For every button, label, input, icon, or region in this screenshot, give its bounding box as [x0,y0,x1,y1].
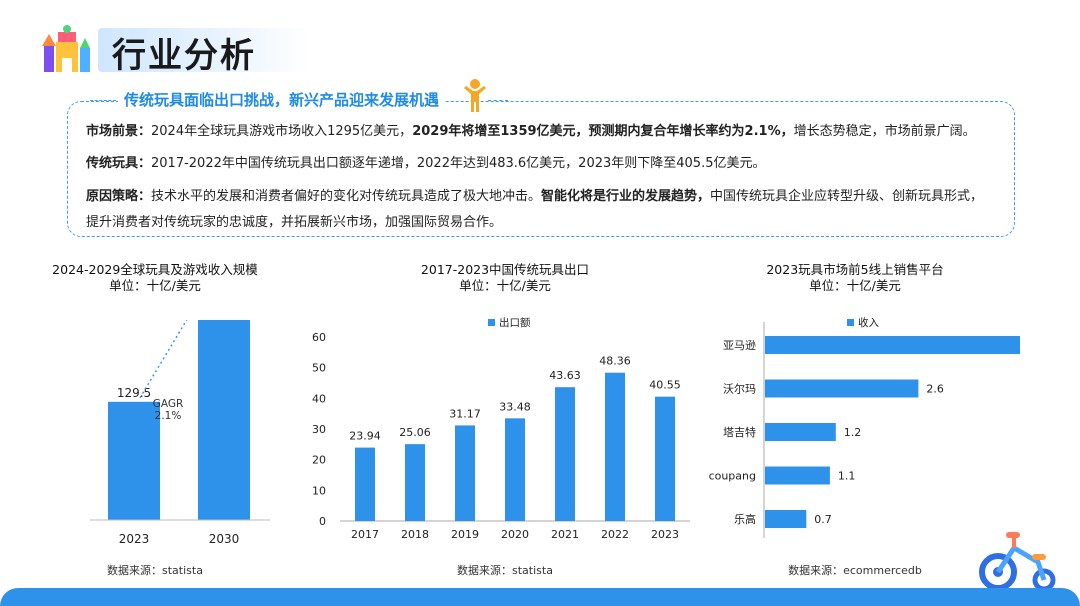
chart2-value-label: 23.94 [349,430,381,443]
paragraph-strategy-line2: 提升消费者对传统玩家的忠诚度，并拓展新兴市场，加强国际贸易合作。 [86,215,503,230]
page-title: 行业分析 [112,36,256,76]
footer-bar [0,588,1080,606]
chart1-title-block: 2024-2029全球玩具及游戏收入规模 单位：十亿/美元 [30,262,280,294]
chart3-source: 数据来源：ecommercedb [788,564,922,577]
chart2-bar [555,387,575,521]
chart3-bar [765,423,836,441]
chart2-value-label: 48.36 [599,355,631,368]
heading-dash-left [90,100,116,101]
chart2-value-label: 40.55 [649,379,681,392]
paragraph-market: 市场前景：2024年全球玩具游戏市场收入1295亿美元，2029年将增至1359… [86,120,976,139]
chart3-bar [765,510,807,528]
chart3-category-label: 塔吉特 [723,425,756,439]
chart3-value-label: 0.7 [814,513,832,526]
chart3-category-label: coupang [709,470,756,483]
chart3-legend-label: 收入 [858,316,879,329]
chart2-value-label: 33.48 [499,400,531,413]
chart2-ytick-label: 20 [312,454,326,467]
chart1-annotation-line2: 2.1% [155,410,182,422]
chart2-ytick-label: 50 [312,362,326,375]
chart1-source: 数据来源：statista [107,564,203,577]
chart2-ytick-label: 60 [312,331,326,344]
person-icon [464,79,486,112]
chart2-title-block: 2017-2023中国传统玩具出口 单位：十亿/美元 [380,262,630,294]
chart3-value-label: 2.6 [926,383,944,396]
toy-castle-icon [42,25,90,72]
chart1-value-label: 129.5 [117,386,151,400]
chart2-category-label: 2020 [501,528,529,541]
chart2-title: 2017-2023中国传统玩具出口 [420,262,590,277]
chart2-category-label: 2019 [451,528,479,541]
chart2-category-label: 2023 [651,528,679,541]
chart2-value-label: 31.17 [449,407,481,420]
market-text-1: 2024年全球玩具游戏市场收入1295亿美元， [151,124,413,139]
market-label: 市场前景： [86,124,152,139]
chart2-category-label: 2021 [551,528,579,541]
chart3-bar [765,336,1020,354]
market-text-2: 增长态势稳定，市场前景广阔。 [793,124,976,139]
chart1-subtitle: 单位：十亿/美元 [109,278,201,293]
chart2-bar [655,396,675,521]
chart3-category-label: 沃尔玛 [723,383,756,396]
chart2-value-label: 25.06 [399,426,431,439]
chart1-bar [108,401,160,520]
chart2-ytick-label: 40 [312,392,326,405]
chart3-value-label: 1.2 [844,426,862,439]
strategy-label: 原因策略： [86,189,152,204]
chart1-annotation-line1: GAGR [153,398,184,410]
chart2-bar [455,425,475,521]
chart1-category-label: 2030 [209,532,240,546]
chart3-subtitle: 单位：十亿/美元 [809,278,901,293]
chart2-subtitle: 单位：十亿/美元 [459,278,551,293]
chart2-china-export: 0 10 20 30 40 50 60 出口额 23.94 2017 25.06 2018 31.17 2… [312,316,690,541]
chart2-legend-label: 出口额 [499,316,531,329]
paragraph-strategy: 原因策略：技术水平的发展和消费者偏好的变化对传统玩具造成了极大地冲击。智能化将是… [86,185,983,204]
chart2-source: 数据来源：statista [457,564,553,577]
page-header: 行业分析 [40,22,310,76]
chart3-category-label: 亚马逊 [723,339,756,352]
chart2-category-label: 2017 [351,528,379,541]
chart2-value-label: 43.63 [549,369,581,382]
chart2-ytick-label: 10 [312,484,326,497]
chart2-category-label: 2022 [601,528,629,541]
chart3-legend-swatch [847,319,854,326]
chart3-category-label: 乐高 [734,512,756,526]
heading-dash-right [488,100,508,101]
chart2-bar [405,444,425,521]
chart1-category-label: 2023 [119,532,150,546]
chart2-bar [355,447,375,521]
info-panel [67,101,1015,237]
traditional-label: 传统玩具： [86,156,152,171]
chart3-title: 2023玩具市场前5线上销售平台 [766,262,944,277]
chart3-bar [765,466,830,485]
chart3-bar [765,379,919,398]
chart1-title: 2024-2029全球玩具及游戏收入规模 [52,262,258,277]
chart3-value-label: 1.1 [838,470,856,483]
chart2-bar [505,418,525,521]
traditional-text: 2017-2022年中国传统玩具出口额逐年递增，2022年达到483.6亿美元，… [151,156,766,171]
chart1-bar [198,320,250,520]
tricycle-icon [979,532,1056,592]
title-highlight [98,28,310,72]
market-text-bold: 2029年将增至1359亿美元，预测期内复合年增长率约为2.1%， [412,124,794,139]
strategy-text-2: 中国传统玩具企业应转型升级、创新玩具形式， [710,189,984,204]
chart2-ytick-label: 30 [312,423,326,436]
strategy-text-1: 技术水平的发展和消费者偏好的变化对传统玩具造成了极大地冲击。 [151,189,542,204]
chart2-legend-swatch [488,319,495,326]
chart2-bar [605,372,625,521]
chart1-global-revenue: 129.52023135.92030GAGR2.1% [90,320,270,546]
strategy-text-bold: 智能化将是行业的发展趋势， [541,189,711,204]
chart2-category-label: 2018 [401,528,429,541]
chart2-ytick-label: 0 [319,515,326,528]
chart3-title-block: 2023玩具市场前5线上销售平台 单位：十亿/美元 [730,262,980,294]
paragraph-traditional: 传统玩具：2017-2022年中国传统玩具出口额逐年递增，2022年达到483.… [86,152,765,171]
info-heading: 传统玩具面临出口挑战，新兴产品迎来发展机遇 [118,89,446,110]
